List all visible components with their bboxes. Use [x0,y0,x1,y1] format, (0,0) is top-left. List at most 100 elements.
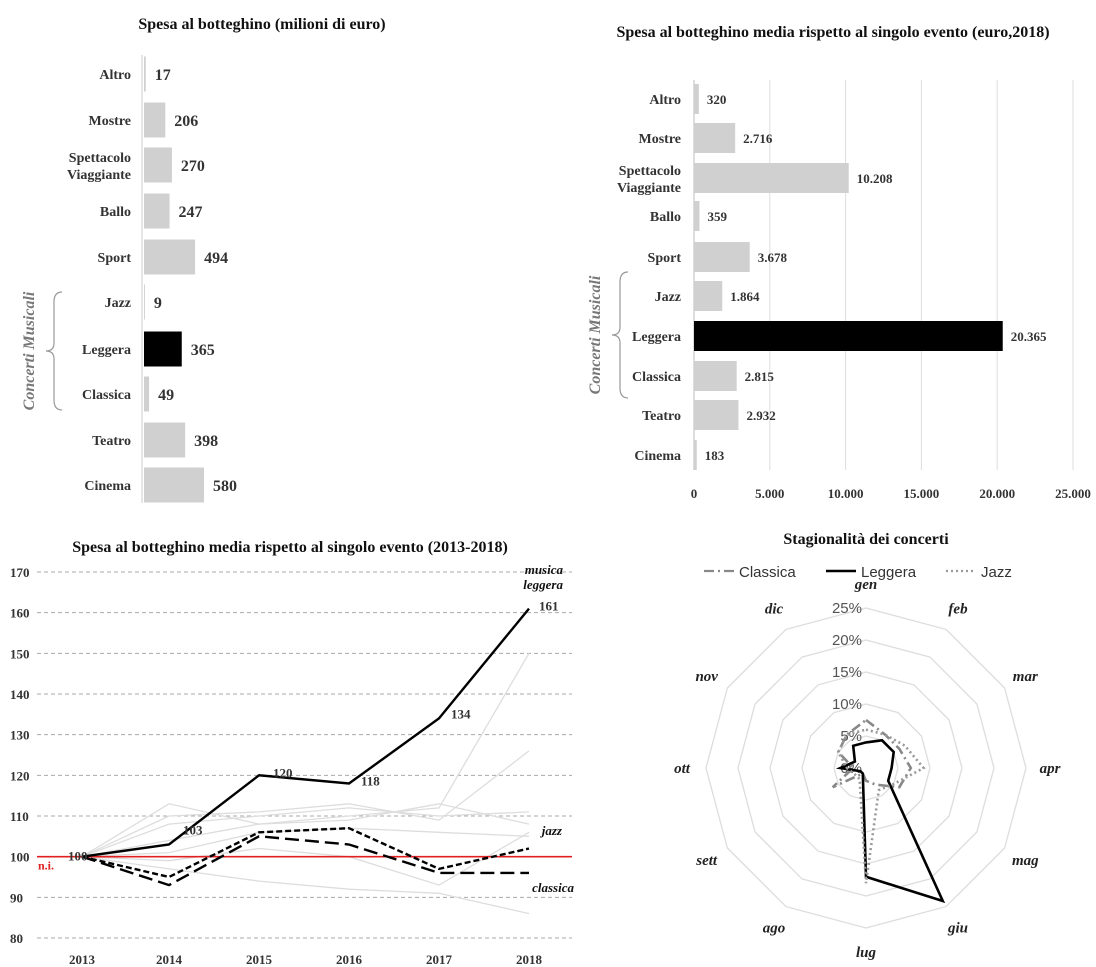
chart-4-title: Stagionalità dei concerti [783,531,949,548]
chart-3-background-line-4 [81,750,530,858]
chart-2-value-label-1: 2.716 [743,131,773,146]
chart-3-data-label-3: 118 [361,773,380,788]
chart-3-annotation-leggera: musica leggera [523,562,563,592]
chart-4-axis-label-3: apr [1040,761,1061,777]
chart-4-ring-label-1: 5% [840,728,862,745]
chart-3-y-tick-8: 160 [10,606,30,621]
chart-2-category-label-9: Cinema [634,449,681,464]
chart-4-axis-label-1: feb [948,602,968,618]
chart-1-category-label-5: Jazz [105,296,131,311]
chart-1-value-label-9: 580 [213,478,237,495]
chart-2-x-tick-2: 10.000 [828,486,864,501]
chart-3-x-tick-0: 2013 [69,952,96,967]
chart-1-group-brace [45,291,63,411]
chart-2-bar-3 [694,201,700,231]
chart-2-x-tick-1: 5.000 [755,486,784,501]
chart-2-category-label-0: Altro [649,93,681,108]
chart-1-category-label-6: Leggera [82,343,131,358]
chart-3-x-tick-5: 2018 [516,952,543,967]
chart-2-category-label-1: Mostre [639,132,682,147]
chart-1-category-label-9: Cinema [84,479,131,494]
chart-2-value-label-3: 359 [707,209,727,224]
chart-3-x-tick-1: 2014 [156,952,183,967]
chart-1-value-label-6: 365 [191,342,215,359]
chart-3-background-line-6 [81,803,530,858]
chart-1-value-label-8: 398 [194,433,218,450]
chart-4-axis-label-7: ago [763,920,786,936]
chart-2-bar-7 [694,361,737,391]
chart-2-bar-1 [694,123,736,153]
chart-1-value-label-2: 270 [181,158,205,175]
chart-3-avg-spend-trend: Spesa al botteghino media rispetto al si… [10,539,574,967]
chart-4-ring-label-4: 20% [832,632,862,649]
chart-4-ring-label-3: 15% [832,664,862,681]
chart-1-bar-9 [144,467,204,503]
chart-2-bar-2 [694,163,849,193]
chart-2-category-label-7: Classica [632,370,681,385]
chart-2-value-label-8: 2.932 [746,408,775,423]
chart-1-bar-8 [144,422,186,458]
chart-1-bar-5 [144,284,145,320]
chart-1-category-label-7: Classica [82,388,131,403]
chart-3-background-line-9 [81,831,530,886]
chart-2-bar-0 [694,84,699,114]
chart-4-legend-label-0: Classica [739,564,796,581]
chart-3-y-tick-0: 80 [10,931,23,946]
chart-3-x-tick-4: 2017 [426,952,453,967]
chart-1-bar-0 [144,56,146,92]
chart-3-background-line-5 [81,807,530,858]
chart-1-value-label-1: 206 [174,113,198,130]
chart-4-ring-label-2: 10% [832,696,862,713]
chart-4-ring-4 [737,639,995,897]
chart-4-ring-label-5: 25% [832,600,862,617]
chart-2-bar-4 [694,242,750,272]
chart-4-axis-label-11: dic [765,602,784,618]
chart-4-axis-label-0: gen [854,577,878,593]
chart-2-value-label-5: 1.864 [730,289,760,304]
chart-1-category-label-4: Sport [98,251,132,266]
chart-3-data-label-4: 134 [451,706,471,721]
chart-3-y-tick-5: 130 [10,728,30,743]
chart-4-axis-label-8: sett [695,853,718,869]
chart-2-bar-5 [694,281,723,311]
chart-3-y-tick-7: 150 [10,646,30,661]
chart-1-bar-1 [144,102,166,138]
chart-1-category-label-1: Mostre [89,114,132,129]
chart-3-data-label-5: 161 [539,599,559,614]
chart-2-avg-spend-2018: Spesa al botteghino media rispetto al si… [587,24,1091,501]
chart-2-x-tick-3: 15.000 [904,486,940,501]
chart-1-title: Spesa al botteghino (milioni di euro) [138,16,385,33]
chart-4-axis-label-2: mar [1013,669,1038,685]
chart-1-value-label-7: 49 [158,387,174,404]
chart-1-bar-3 [144,193,170,229]
chart-2-x-tick-4: 20.000 [979,486,1015,501]
chart-4-axis-label-6: lug [856,945,877,961]
chart-1-bar-4 [144,239,196,275]
chart-3-data-label-1: 103 [183,822,203,837]
chart-1-value-label-5: 9 [154,295,162,312]
chart-2-value-label-4: 3.678 [758,250,788,265]
chart-4-ring-2 [801,703,931,833]
chart-2-value-label-6: 20.365 [1011,329,1047,344]
chart-2-bar-8 [694,400,739,430]
chart-1-category-label-0: Altro [99,68,131,83]
chart-1-box-office-spend: Spesa al botteghino (milioni di euro) Al… [21,16,386,503]
chart-2-category-label-8: Teatro [642,409,681,424]
chart-3-data-label-0: 100 [68,849,88,864]
chart-4-legend-label-2: Jazz [981,564,1012,581]
chart-3-y-tick-2: 100 [10,850,30,865]
chart-3-series-line-1 [81,826,530,879]
chart-2-group-brace [611,271,629,399]
chart-4-axis-label-4: mag [1012,853,1039,869]
chart-3-annotation-jazz: jazz [540,823,563,838]
chart-1-bar-2 [144,147,172,183]
chart-3-title: Spesa al botteghino media rispetto al si… [72,539,508,556]
chart-1-bar-7 [144,376,150,412]
chart-4-series-0 [831,718,913,789]
chart-1-value-label-3: 247 [179,204,203,221]
chart-2-group-label: Concerti Musicali [587,275,604,394]
chart-4-ring-5 [705,607,1027,929]
chart-3-y-tick-3: 110 [10,809,29,824]
chart-2-category-label-2: Spettacolo Viaggiante [617,164,681,196]
